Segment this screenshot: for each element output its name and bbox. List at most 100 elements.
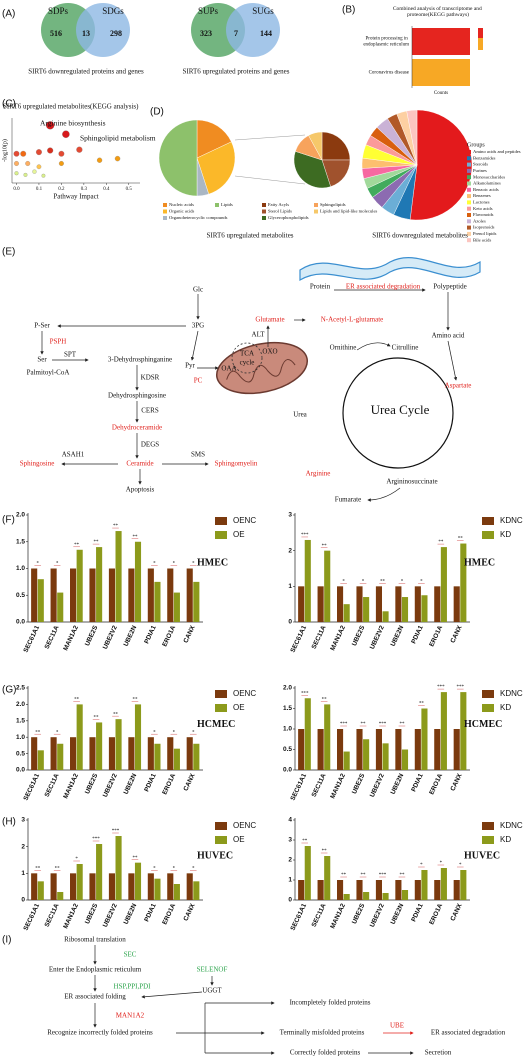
- cell-label: HMEC: [197, 557, 228, 568]
- x-tick-label: ERO1A: [161, 902, 177, 926]
- pie-slice: [293, 151, 331, 189]
- bar: [363, 739, 370, 770]
- bar: [57, 592, 64, 622]
- legend-label: OENC: [233, 516, 256, 525]
- bar: [453, 586, 460, 622]
- bar: [343, 894, 350, 900]
- bar: [154, 581, 161, 622]
- legend-label: Flavonoids: [473, 212, 494, 217]
- pathway-label: ALT: [252, 331, 266, 339]
- bar: [421, 595, 428, 622]
- legend-label: Monosaccharides: [473, 174, 505, 179]
- bar: [337, 586, 344, 622]
- chart-caption: SIRT6 downregulated metabolites: [372, 232, 468, 240]
- legend-label: Benzenes: [473, 193, 491, 198]
- bar: [50, 873, 57, 900]
- bar: [193, 881, 200, 900]
- bar: [50, 568, 57, 622]
- y-tick-label: 0: [21, 897, 25, 904]
- bar: [434, 729, 441, 770]
- legend-label: OENC: [233, 821, 256, 830]
- pathway-label: Palmitoyl-CoA: [27, 369, 70, 377]
- legend-label: Azoles: [473, 218, 486, 223]
- bar: [298, 880, 305, 900]
- legend-swatch: [215, 822, 227, 830]
- venn-count: 7: [234, 29, 238, 38]
- x-tick-label: CANX: [183, 902, 197, 922]
- bar: [193, 581, 200, 622]
- pathway-label: ER associated degradation: [346, 283, 421, 291]
- bar: [147, 737, 154, 770]
- pathway-label: Glutamate: [255, 316, 284, 324]
- significance: *: [75, 857, 78, 862]
- x-tick-label: MAN1A2: [329, 902, 347, 930]
- x-tick-label: UBE2N: [123, 772, 139, 795]
- legend-swatch: [215, 203, 219, 207]
- bar: [57, 892, 64, 900]
- significance: **: [74, 698, 80, 703]
- significance: *: [192, 562, 195, 567]
- pathway-label: 3-Dehydrosphinganine: [108, 356, 172, 364]
- bar: [324, 550, 331, 622]
- pathway-label: Polypeptide: [433, 283, 466, 291]
- x-tick-label: UBE2V2: [102, 624, 119, 650]
- bar: [414, 586, 421, 622]
- cell-label: HCMEC: [464, 719, 502, 730]
- significance: **: [341, 873, 347, 878]
- legend-swatch: [467, 150, 471, 154]
- x-tick-label: 0.2: [58, 187, 65, 192]
- bar: [337, 880, 344, 900]
- bar: [96, 722, 103, 770]
- folding-label: Enter the Endoplasmic reticulum: [49, 966, 142, 974]
- pie-slice: [406, 109, 418, 166]
- bar: [460, 870, 467, 900]
- pathway-label: cycle: [240, 359, 255, 367]
- legend-swatch: [467, 225, 471, 230]
- legend-label: KD: [500, 703, 511, 712]
- bar: [115, 836, 122, 900]
- significance: *: [401, 579, 404, 584]
- panel-label: (E): [2, 247, 15, 258]
- pathway-label: Ser: [37, 356, 47, 364]
- significance: **: [113, 524, 119, 529]
- point: [20, 150, 27, 157]
- panel-label: (H): [2, 817, 16, 828]
- bar: [304, 698, 311, 770]
- significance: **: [74, 543, 80, 548]
- point: [58, 161, 64, 166]
- x-tick-label: SEC61A1: [23, 902, 42, 932]
- er-membrane: [299, 257, 481, 282]
- bar: [70, 873, 77, 900]
- y-tick-label: 0.0: [16, 767, 25, 774]
- bar: [134, 862, 142, 900]
- y-tick-label: 2.0: [283, 685, 292, 692]
- venn-caption: SIRT6 upregulated proteins and genes: [183, 68, 290, 76]
- colorbar: [478, 28, 483, 38]
- significance: **: [361, 722, 367, 727]
- bar: [76, 704, 83, 770]
- point: [46, 121, 55, 130]
- bar: [382, 893, 389, 900]
- x-tick-label: MAN1A2: [62, 902, 80, 930]
- bar: [414, 880, 421, 900]
- significance: **: [322, 849, 328, 854]
- y-tick-label: Coronavirus disease: [369, 71, 410, 76]
- bar: [421, 708, 428, 770]
- x-tick-label: SEC11A: [311, 902, 328, 928]
- legend-label: Prenol lipids: [473, 231, 497, 236]
- x-tick-label: ERO1A: [161, 624, 177, 648]
- pathway-label: Argininosuccinate: [386, 478, 437, 486]
- folding-label: Secretion: [425, 1049, 452, 1057]
- pathway-label: Protein: [310, 283, 331, 291]
- y-axis-label: -log10(p): [1, 139, 8, 162]
- legend-label: Sterol Lipids: [268, 209, 292, 214]
- pathway-label: OAA: [221, 365, 236, 373]
- venn-count: 298: [110, 29, 122, 38]
- y-tick-label: 3: [288, 837, 292, 844]
- bar: [440, 692, 447, 770]
- legend-label: Organic acids: [169, 209, 195, 214]
- chart-title: Combined analysis of transcriptome and p…: [393, 5, 483, 18]
- panel-label: (B): [342, 5, 355, 16]
- bar: [57, 743, 64, 770]
- y-tick-label: 0.5: [16, 750, 25, 757]
